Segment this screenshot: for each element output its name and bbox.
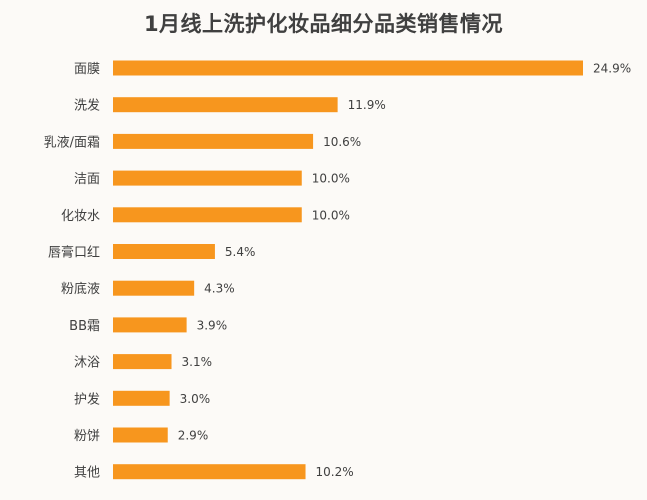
category-label: 洗发: [74, 98, 100, 114]
category-label: 化妆水: [61, 209, 100, 224]
category-label: 洁面: [74, 172, 100, 187]
value-label: 3.9%: [197, 318, 228, 332]
category-label: 护发: [74, 391, 100, 407]
value-label: 10.6%: [323, 135, 361, 149]
value-label: 10.0%: [312, 208, 350, 222]
category-label: 面膜: [74, 62, 100, 77]
bar: [113, 207, 302, 223]
bars-layer: 面膜 24.9% 洗发 11.9% 乳液/面霜 10.6% 洁面 10.0% 化妆水 10.0% 唇…: [44, 60, 631, 481]
category-label: 粉底液: [61, 281, 100, 297]
category-label: BB霜: [69, 319, 100, 334]
value-label: 2.9%: [178, 429, 209, 443]
value-label: 3.1%: [182, 355, 213, 369]
chart-title: 1月线上洗护化妆品细分品类销售情况: [143, 12, 504, 36]
category-label: 唇膏口红: [48, 245, 100, 261]
value-label: 10.0%: [312, 172, 350, 186]
category-label: 粉饼: [74, 429, 100, 444]
category-label: 沐浴: [74, 356, 100, 371]
category-label: 其他: [74, 466, 100, 481]
value-label: 24.9%: [593, 62, 631, 76]
category-label: 乳液/面霜: [44, 135, 100, 150]
value-label: 10.2%: [316, 465, 354, 479]
bar: [113, 354, 172, 370]
bar: [113, 60, 583, 76]
bar: [113, 280, 195, 296]
value-label: 4.3%: [204, 282, 235, 296]
bar: [113, 133, 314, 149]
bar: [113, 390, 170, 406]
value-label: 3.0%: [180, 392, 211, 406]
bar: [113, 464, 306, 480]
value-label: 11.9%: [348, 98, 386, 112]
bar: [113, 427, 168, 443]
bar: [113, 244, 215, 259]
bar: [113, 317, 187, 333]
value-label: 5.4%: [225, 245, 256, 259]
bar: [113, 97, 338, 113]
bar: [113, 170, 302, 186]
